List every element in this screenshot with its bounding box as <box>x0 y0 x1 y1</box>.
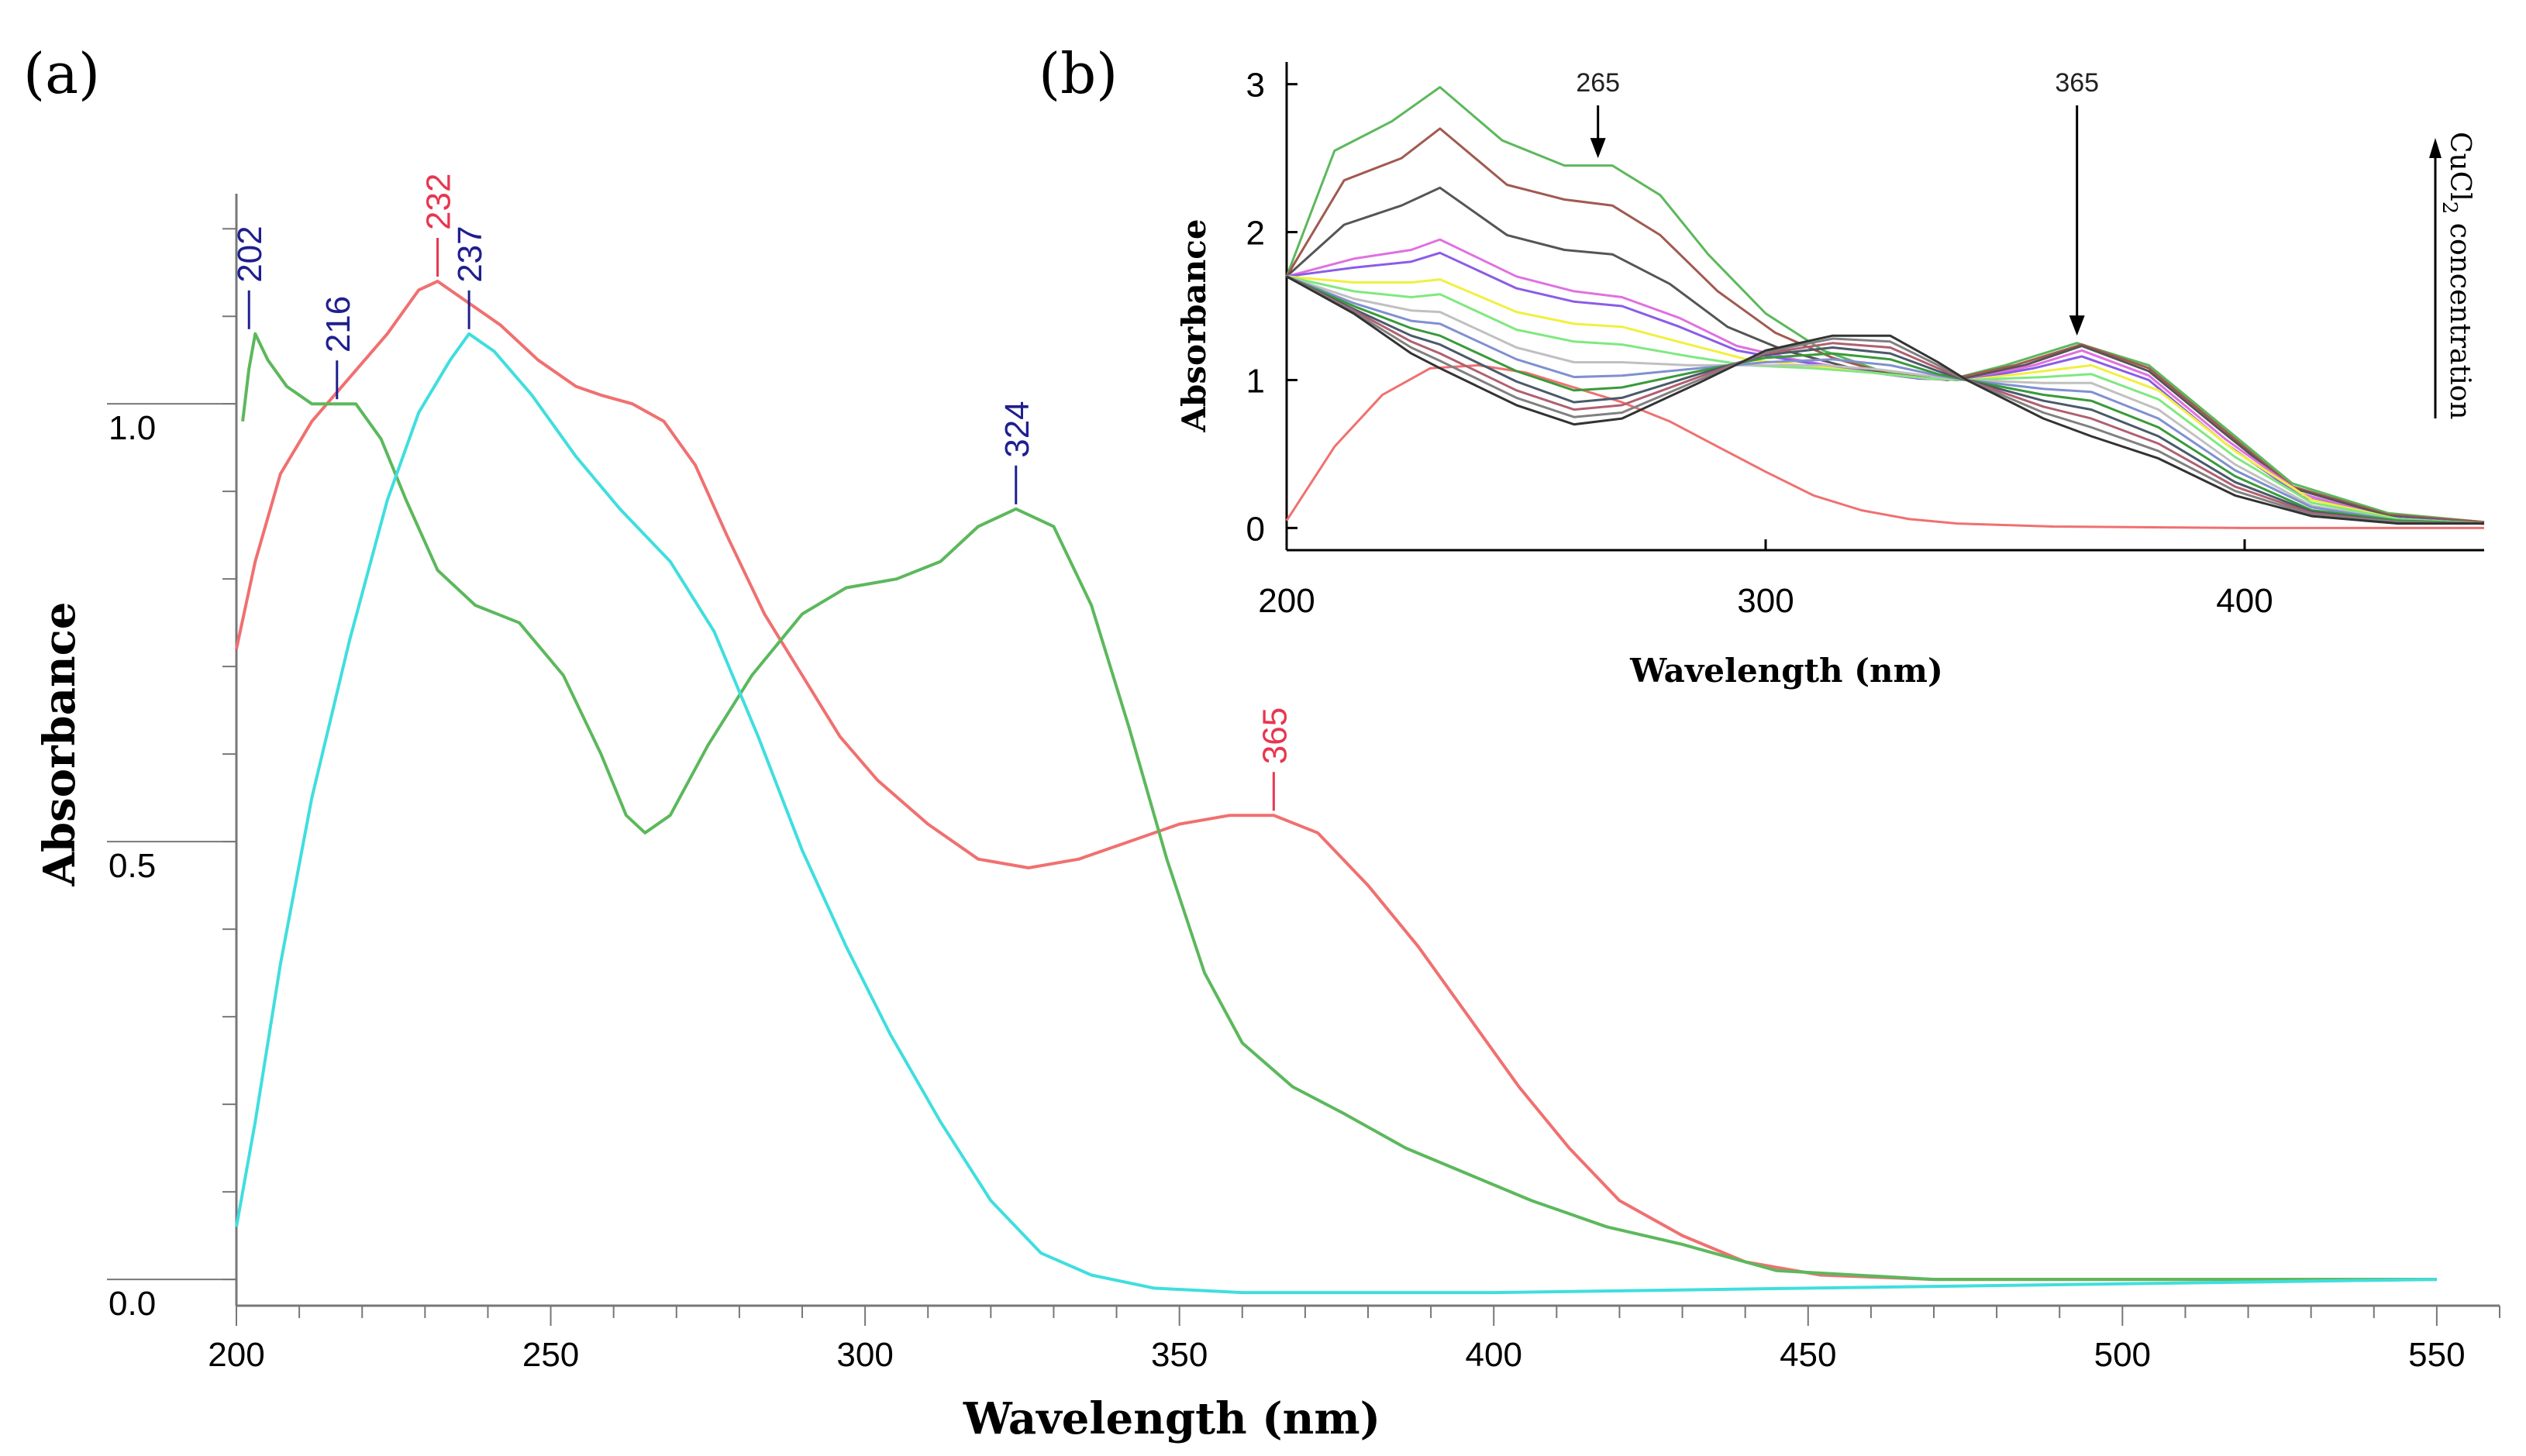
panel-b-y-tick-label: 2 <box>1246 215 1265 253</box>
panel-a-x-tick-label: 400 <box>1466 1336 1522 1374</box>
panel-a-peak-label: 232 <box>420 174 458 230</box>
cucl2-concentration-arrow-head <box>2429 138 2442 158</box>
panel-b-series-ligand <box>1285 363 2484 529</box>
panel-b-series-t9 <box>1286 275 2485 525</box>
panel-b-y-axis-title: Absorbance <box>1175 219 1213 432</box>
panel-a-x-tick-label: 200 <box>208 1336 264 1374</box>
panel-a-peak-label: 237 <box>451 225 489 282</box>
panel-b: (b) 200 300 400 0 1 2 3 265 365 Wavelength (nm)… <box>1039 41 2485 690</box>
panel-b-x-tick-label: 300 <box>1737 582 1794 620</box>
panel-b-arrow-label: 365 <box>2055 68 2099 98</box>
panel-b-x-tick-label: 200 <box>1258 582 1315 620</box>
panel-b-label: (b) <box>1039 41 1118 106</box>
panel-a-label: (a) <box>23 41 100 106</box>
panel-b-series-t13 <box>1286 275 2485 525</box>
panel-a-peak-label: 202 <box>231 225 269 282</box>
panel-a-x-tick-label: 500 <box>2094 1336 2151 1374</box>
panel-a-y-tick-label: 1.0 <box>109 409 156 447</box>
panel-b-axes: 200 300 400 0 1 2 3 <box>1246 62 2484 620</box>
panel-a-y-tick-label: 0.0 <box>109 1285 156 1323</box>
panel-b-series-t11 <box>1286 275 2485 525</box>
panel-b-series-t14 <box>1286 275 2484 525</box>
cucl2-concentration-label: CuCl2 concentration <box>2438 132 2476 419</box>
panel-a-peak-label: 365 <box>1256 707 1294 764</box>
panel-b-series-t12 <box>1286 275 2485 525</box>
panel-a-y-tick-label: 0.5 <box>109 847 156 885</box>
panel-a-x-tick-label: 550 <box>2408 1336 2465 1374</box>
panel-a-x-axis-title: Wavelength (nm) <box>963 1393 1380 1444</box>
panel-b-series-t10 <box>1286 275 2485 525</box>
panel-b-arrow-head <box>1590 138 1606 159</box>
panel-b-annotations: 265 365 <box>1576 68 2099 336</box>
panel-a-x-tick-label: 350 <box>1151 1336 1208 1374</box>
panel-b-series-t8 <box>1286 275 2485 525</box>
cucl2-concentration-indicator: CuCl2 concentration <box>2429 132 2476 419</box>
panel-b-arrow-label: 265 <box>1576 68 1620 98</box>
panel-a-y-axis-title: Absorbance <box>34 602 85 887</box>
panel-b-series-t7 <box>1286 275 2485 525</box>
panel-b-x-axis-title: Wavelength (nm) <box>1629 652 1943 690</box>
panel-a-x-tick-label: 300 <box>836 1336 893 1374</box>
panel-b-arrow-head <box>2069 315 2085 336</box>
panel-a-x-tick-label: 250 <box>522 1336 579 1374</box>
panel-b-y-tick-label: 1 <box>1246 362 1265 400</box>
panel-a-series-green <box>241 332 2437 1282</box>
panel-a-series-red <box>235 280 2437 1282</box>
panel-a-series <box>235 280 2437 1295</box>
panel-a-x-tick-label: 450 <box>1780 1336 1836 1374</box>
panel-b-y-tick-label: 0 <box>1246 510 1265 548</box>
panel-b-series <box>1285 86 2485 529</box>
panel-a-peak-label: 324 <box>998 401 1036 457</box>
panel-a-axes: 200 250 300 350 400 450 500 550 0.0 0.5 1.0 <box>107 194 2500 1374</box>
panel-b-y-tick-label: 3 <box>1246 67 1265 105</box>
panel-a-peak-label: 216 <box>319 296 357 353</box>
panel-b-plot-area <box>1287 62 2484 550</box>
panel-b-x-tick-label: 400 <box>2216 582 2273 620</box>
panel-b-series-t1 <box>1285 86 2485 524</box>
panel-a-series-cyan <box>235 332 2437 1295</box>
